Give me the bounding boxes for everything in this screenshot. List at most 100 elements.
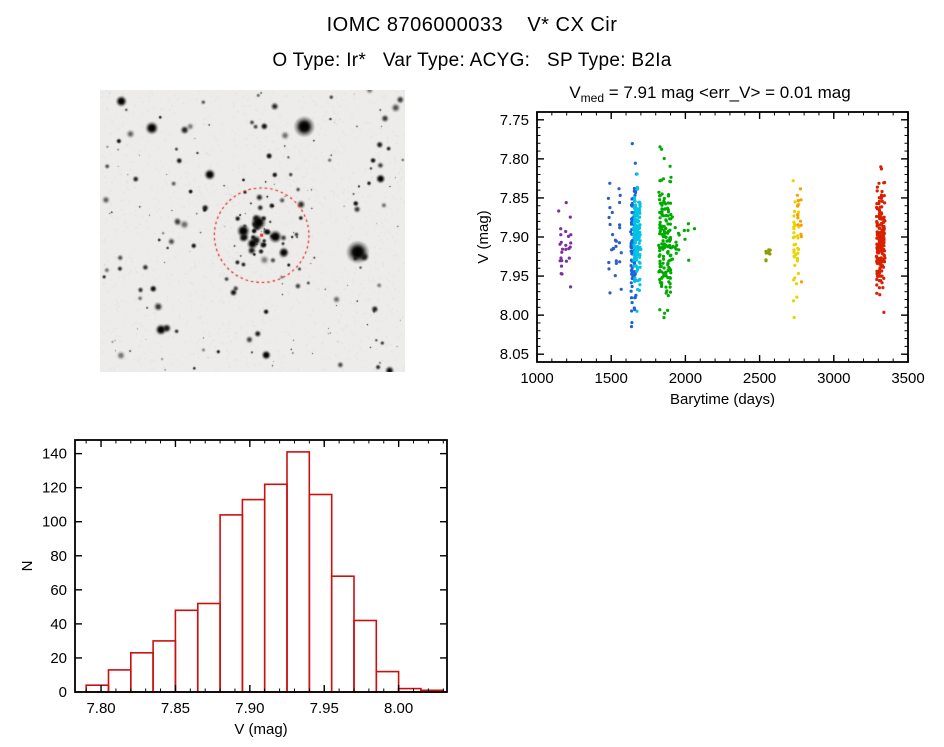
- data-point: [879, 265, 883, 269]
- data-point: [878, 258, 882, 262]
- y-tick-label: 8.00: [500, 307, 529, 324]
- data-point: [666, 261, 670, 265]
- data-point: [880, 238, 884, 242]
- data-point: [880, 205, 884, 209]
- data-point: [666, 231, 670, 235]
- data-point: [686, 228, 690, 232]
- data-point: [632, 205, 637, 209]
- data-point: [793, 223, 797, 227]
- data-point: [668, 276, 672, 280]
- data-point: [796, 223, 800, 227]
- x-tick-label: 7.90: [235, 700, 264, 717]
- data-point: [608, 181, 612, 185]
- data-point: [633, 225, 637, 229]
- data-point: [658, 278, 662, 282]
- data-point: [795, 258, 800, 262]
- data-point: [564, 243, 568, 247]
- data-point: [660, 207, 664, 211]
- y-axis-label: N: [19, 561, 36, 572]
- data-point: [666, 210, 670, 214]
- data-point: [799, 223, 803, 227]
- y-tick-label: 140: [42, 446, 67, 463]
- y-tick-label: 120: [42, 480, 67, 497]
- data-point: [875, 270, 879, 274]
- data-point: [638, 255, 642, 259]
- data-point: [880, 212, 884, 216]
- data-point: [629, 249, 633, 253]
- data-point: [882, 217, 886, 222]
- data-point: [658, 249, 662, 253]
- data-point: [880, 235, 884, 239]
- data-point: [633, 308, 637, 312]
- data-point: [663, 311, 667, 315]
- data-point: [658, 265, 662, 269]
- data-point: [670, 215, 674, 219]
- data-point: [764, 258, 768, 262]
- data-point: [632, 243, 636, 247]
- x-tick-label: 7.80: [86, 700, 115, 717]
- data-point: [635, 266, 640, 270]
- data-point: [881, 265, 886, 269]
- data-point: [629, 296, 634, 300]
- data-point: [636, 214, 640, 218]
- data-point: [632, 256, 637, 260]
- data-point: [634, 293, 638, 297]
- data-point: [875, 274, 880, 278]
- data-point: [658, 198, 662, 202]
- data-point: [658, 145, 662, 149]
- data-point: [658, 262, 662, 266]
- data-point: [660, 232, 664, 236]
- data-point: [675, 243, 679, 247]
- data-point: [794, 282, 799, 286]
- data-point: [878, 293, 882, 297]
- data-point: [799, 198, 803, 202]
- data-point: [677, 248, 681, 252]
- data-point: [880, 242, 884, 246]
- data-point: [637, 278, 641, 282]
- x-tick-label: 3500: [891, 370, 924, 387]
- data-point: [877, 241, 881, 246]
- data-point: [666, 308, 670, 312]
- data-point: [875, 283, 879, 287]
- data-point: [564, 259, 568, 263]
- data-point: [880, 281, 884, 285]
- data-point: [568, 215, 572, 219]
- data-point: [662, 316, 666, 320]
- data-point: [559, 233, 563, 237]
- data-point: [637, 207, 641, 211]
- y-tick-label: 0: [59, 684, 67, 701]
- data-point: [630, 197, 634, 201]
- data-point: [560, 247, 565, 251]
- data-point: [875, 189, 879, 193]
- data-point: [877, 223, 881, 227]
- data-point: [607, 215, 611, 220]
- data-point: [877, 214, 881, 218]
- data-point: [882, 249, 887, 253]
- data-point: [619, 287, 623, 291]
- histogram-bar: [241, 498, 266, 693]
- data-point: [557, 209, 561, 213]
- data-point: [666, 294, 670, 298]
- y-tick-label: 7.95: [500, 268, 529, 285]
- data-point: [632, 198, 637, 202]
- histogram-axes: 7.80 7.85 7.90 7.95 8.00 0 20 40 60 80 100 120 140 V …: [19, 439, 448, 738]
- x-tick-label: 1500: [595, 370, 628, 387]
- data-point: [632, 186, 636, 191]
- y-tick-label: 7.75: [500, 112, 529, 129]
- data-point: [666, 222, 670, 226]
- plot-frame: [536, 111, 909, 363]
- data-point: [638, 265, 642, 269]
- histogram-bar: [263, 483, 288, 693]
- data-point: [673, 246, 677, 250]
- data-point: [880, 199, 884, 203]
- x-tick-label: 3000: [817, 370, 850, 387]
- data-point: [630, 284, 634, 289]
- data-point: [630, 276, 634, 281]
- data-point: [635, 249, 639, 253]
- data-point: [658, 308, 662, 312]
- histogram-bar: [107, 669, 132, 693]
- data-point: [630, 301, 634, 305]
- data-point: [635, 227, 639, 231]
- data-point: [660, 147, 664, 151]
- histogram-bar: [174, 609, 199, 693]
